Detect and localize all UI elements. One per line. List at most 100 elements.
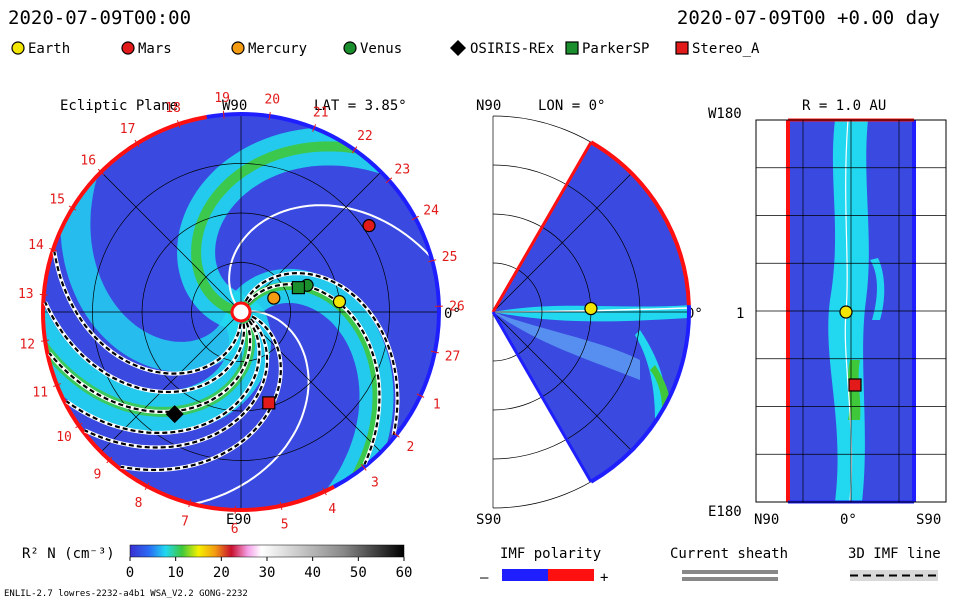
carrington-label: 11 — [32, 386, 48, 401]
imf-line — [44, 301, 246, 394]
carrington-tick — [322, 487, 327, 496]
carrington-label: 26 — [449, 300, 465, 315]
mercury-marker — [267, 291, 281, 305]
venus-marker-icon — [343, 41, 357, 55]
carrington-tick — [39, 293, 48, 296]
meridional-earth-marker — [584, 301, 598, 316]
radial-panel: R = 1.0 AU W180 1 E180 N90 0° S90 — [708, 98, 947, 528]
polarity-arc — [41, 115, 335, 512]
carrington-label: 10 — [56, 430, 72, 445]
meridional-edge-positive — [491, 141, 593, 313]
carrington-labels: 19 20212223242526271234567891011121314151… — [18, 91, 465, 537]
colorbar-tick-label: 0 — [126, 565, 134, 581]
carrington-label: 18 — [165, 101, 181, 116]
carrington-tick — [97, 168, 105, 176]
ecliptic-plane-panel: Ecliptic Plane W90 LAT = 3.85° E90 0° 19… — [18, 91, 465, 537]
colorbar-label: R² N (cm⁻³) — [22, 546, 115, 562]
meridional-panel: N90 LON = 0° S90 0° — [476, 98, 703, 528]
imf-negative-swatch — [502, 569, 548, 581]
legend-label-osiris-rex: OSIRIS-REx — [470, 41, 554, 57]
meridional-stream — [493, 312, 640, 380]
carrington-tick — [188, 499, 192, 508]
carrington-label: 8 — [135, 496, 143, 511]
carrington-label: 27 — [445, 350, 461, 365]
carrington-tick — [416, 393, 425, 398]
radial-stereo-a-marker — [848, 378, 862, 392]
meridional-spoke — [492, 173, 632, 313]
carrington-label: 22 — [357, 129, 373, 144]
stereo-a-marker — [262, 396, 276, 410]
imf-line — [120, 315, 282, 472]
carrington-label: 24 — [423, 203, 439, 218]
radial-earth-marker — [839, 305, 853, 319]
ecliptic-polarity-rim — [41, 112, 441, 512]
carrington-label: 20 — [264, 92, 280, 107]
carrington-tick — [268, 112, 271, 121]
meridional-stream — [650, 365, 670, 410]
carrington-tick — [68, 205, 77, 211]
ecliptic-bodies — [165, 219, 376, 424]
carrington-label: 21 — [313, 105, 329, 120]
polarity-arc — [333, 311, 441, 489]
model-info: ENLIL-2.7 lowres-2232-a4b1 WSA_V2.2 GONG… — [4, 589, 248, 599]
stream-core — [191, 141, 393, 315]
carrington-tick — [53, 383, 61, 388]
carrington-label: 5 — [281, 518, 289, 533]
carrington-tick — [49, 247, 58, 252]
carrington-tick — [385, 177, 393, 184]
carrington-tick — [41, 339, 50, 342]
current-sheath-key: Current sheath — [670, 546, 788, 581]
sun-icon — [230, 301, 252, 323]
carrington-tick — [134, 139, 140, 148]
legend-label-parkersp: ParkerSP — [582, 41, 649, 57]
osiris-rex-marker-icon — [450, 40, 466, 56]
colorbar-tick-label: 10 — [167, 565, 184, 581]
carrington-tick — [106, 456, 113, 464]
carrington-label: 4 — [328, 502, 336, 517]
meridional-spoke — [492, 311, 632, 451]
body-legend: Earth Mars Mercury Venus OSIRIS-REx ParkerSP S… — [11, 40, 760, 57]
radial-top-left: W180 — [708, 106, 742, 122]
imf-line — [53, 251, 242, 375]
imf-positive-swatch — [548, 569, 594, 581]
ecliptic-imf-lines — [43, 251, 400, 473]
radial-bodies — [839, 305, 862, 392]
osiris-rex-marker — [165, 405, 184, 424]
carrington-label: 9 — [93, 467, 101, 482]
carrington-label: 17 — [120, 122, 136, 137]
carrington-label: 14 — [28, 238, 44, 253]
ecliptic-right-label: 0° — [444, 306, 461, 322]
radial-title: R = 1.0 AU — [802, 98, 886, 114]
imf-minus-label: – — [480, 570, 489, 586]
sector-boundary — [155, 310, 310, 510]
carrington-label: 1 — [433, 397, 441, 412]
carrington-label: 3 — [371, 475, 379, 490]
mars-marker — [362, 219, 376, 233]
meridional-stream — [635, 330, 667, 420]
colorbar-tick-label: 60 — [396, 565, 413, 581]
carrington-tick — [392, 431, 400, 438]
radial-bottom-left: E180 — [708, 504, 742, 520]
colorbar-gradient — [129, 544, 405, 558]
earth-marker-icon — [11, 41, 25, 55]
imf-line — [48, 322, 252, 414]
ecliptic-top-label: W90 — [222, 98, 247, 114]
sheath-line-a — [682, 570, 778, 574]
imf-line — [84, 318, 269, 449]
carrington-tick — [75, 422, 83, 429]
colorbar-tick-label: 50 — [350, 565, 367, 581]
colorbar: R² N (cm⁻³) 0 10 20 30 40 50 60 — [22, 544, 413, 581]
carrington-label: 23 — [395, 162, 411, 177]
polarity-arc — [206, 112, 441, 313]
legend-label-mars: Mars — [138, 41, 172, 57]
imf-line-title: 3D IMF line — [848, 546, 941, 562]
meridional-bodies — [584, 301, 598, 316]
carrington-tick — [176, 120, 181, 129]
radial-grid — [755, 119, 947, 503]
carrington-tick — [428, 259, 437, 263]
carrington-label: 6 — [231, 522, 239, 537]
earth-marker — [332, 295, 347, 309]
legend-label-earth: Earth — [28, 41, 70, 57]
carrington-label: 12 — [19, 337, 35, 352]
